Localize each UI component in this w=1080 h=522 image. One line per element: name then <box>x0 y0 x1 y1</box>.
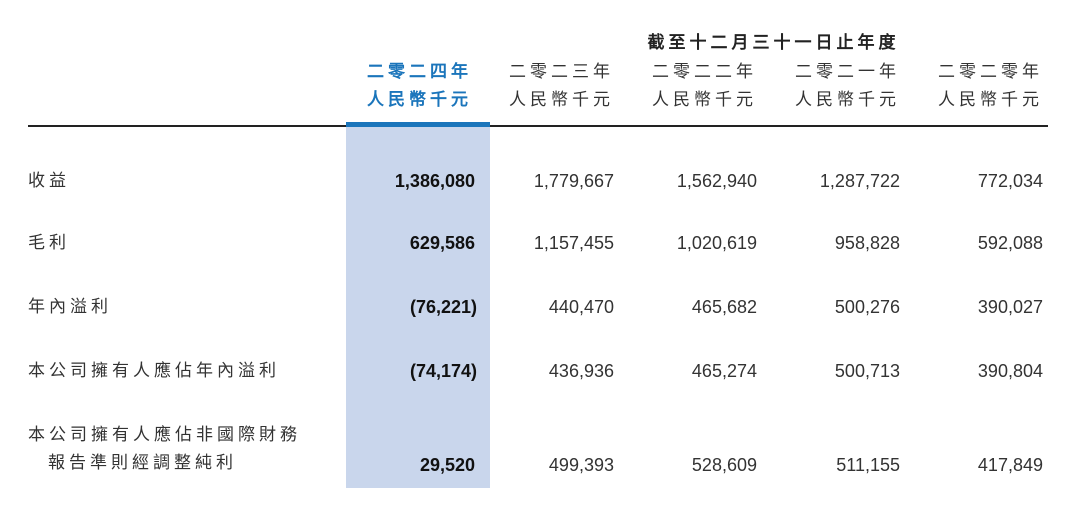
row-label-line2: 報告準則經調整純利 <box>48 453 237 473</box>
table-cell: 1,157,455 <box>533 233 614 253</box>
table-cell: 511,155 <box>836 455 900 475</box>
column-unit: 人民幣千元 <box>938 90 1043 110</box>
column-year: 二零二四年 <box>367 62 472 82</box>
column-unit: 人民幣千元 <box>652 90 757 110</box>
table-cell: 1,020,619 <box>676 233 757 253</box>
table-cell: 1,287,722 <box>819 171 900 191</box>
table-cell: 499,393 <box>548 455 614 475</box>
column-header-2022: 二零二二年 人民幣千元 <box>617 58 757 114</box>
table-cell: 440,470 <box>548 297 614 317</box>
table-cell: 500,276 <box>834 297 900 317</box>
table-cell: 1,386,080 <box>394 171 475 191</box>
table-cell: 958,828 <box>834 233 900 253</box>
row-label-line1: 本公司擁有人應佔非國際財務 <box>28 425 301 445</box>
table-cell: 500,713 <box>834 361 900 381</box>
table-cell: 29,520 <box>419 455 475 475</box>
column-unit: 人民幣千元 <box>509 90 614 110</box>
column-unit: 人民幣千元 <box>795 90 900 110</box>
table-cell: 436,936 <box>548 361 614 381</box>
period-header: 截至十二月三十一日止年度 <box>647 33 900 53</box>
column-year: 二零二二年 <box>652 62 757 82</box>
column-year: 二零二零年 <box>938 62 1043 82</box>
current-year-underline <box>346 122 490 127</box>
column-year: 二零二三年 <box>509 62 614 82</box>
row-label-gross-profit: 毛利 <box>28 233 70 253</box>
row-label-profit-for-year: 年內溢利 <box>28 297 112 317</box>
table-cell: 629,586 <box>409 233 475 253</box>
table-cell: 528,609 <box>691 455 757 475</box>
column-header-2024: 二零二四年 人民幣千元 <box>332 58 472 114</box>
row-label-profit-attributable: 本公司擁有人應佔年內溢利 <box>28 361 280 381</box>
table-cell: 465,682 <box>691 297 757 317</box>
column-unit: 人民幣千元 <box>367 90 472 110</box>
table-cell: 1,779,667 <box>533 171 614 191</box>
column-header-2020: 二零二零年 人民幣千元 <box>903 58 1043 114</box>
table-cell: 417,849 <box>977 455 1043 475</box>
table-cell: 465,274 <box>691 361 757 381</box>
row-label-adjusted-net-profit: 本公司擁有人應佔非國際財務 報告準則經調整純利 <box>28 421 301 477</box>
column-year: 二零二一年 <box>795 62 900 82</box>
table-cell: 390,027 <box>977 297 1043 317</box>
current-year-highlight <box>346 127 490 488</box>
column-header-2023: 二零二三年 人民幣千元 <box>474 58 614 114</box>
table-cell: (74,174) <box>409 361 477 381</box>
row-label-revenue: 收益 <box>28 171 70 191</box>
column-header-2021: 二零二一年 人民幣千元 <box>760 58 900 114</box>
table-cell: 390,804 <box>977 361 1043 381</box>
table-cell: 592,088 <box>977 233 1043 253</box>
table-cell: 772,034 <box>977 171 1043 191</box>
table-cell: (76,221) <box>409 297 477 317</box>
table-cell: 1,562,940 <box>676 171 757 191</box>
header-rule <box>28 125 1048 127</box>
